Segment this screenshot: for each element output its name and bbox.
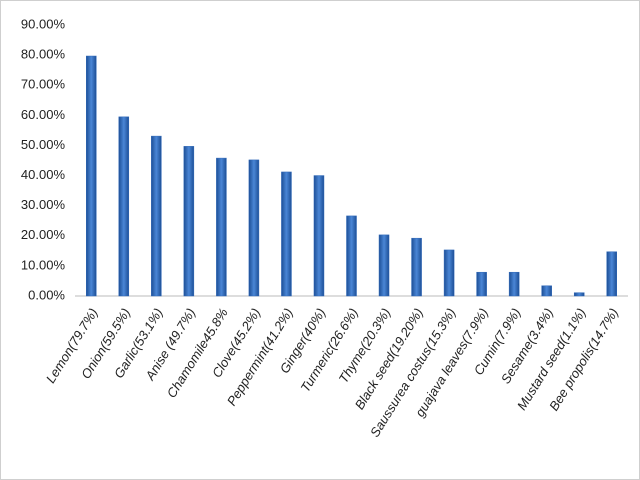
bar (443, 249, 455, 297)
bar (86, 55, 97, 297)
y-tick-label: 40.00% (21, 167, 66, 182)
y-tick-label: 10.00% (21, 257, 66, 272)
bar (411, 237, 422, 297)
bar (183, 146, 195, 297)
bar (573, 292, 585, 297)
y-tick-label: 30.00% (21, 197, 66, 212)
bar (118, 116, 130, 297)
bar (476, 271, 487, 297)
y-tick-label: 20.00% (21, 227, 66, 242)
y-tick-label: 0.00% (28, 287, 65, 302)
bar (313, 175, 325, 297)
y-tick-label: 70.00% (21, 77, 66, 92)
bar (378, 234, 390, 297)
bar (541, 285, 552, 297)
y-tick-label: 90.00% (21, 16, 66, 31)
bar (248, 159, 260, 297)
bar (606, 251, 617, 297)
y-tick-label: 80.00% (21, 47, 66, 62)
bar (281, 171, 292, 297)
bar (346, 215, 357, 297)
y-tick-label: 50.00% (21, 137, 66, 152)
bar (508, 271, 520, 297)
bar (216, 157, 227, 297)
y-tick-label: 60.00% (21, 107, 66, 122)
bar (151, 135, 162, 297)
